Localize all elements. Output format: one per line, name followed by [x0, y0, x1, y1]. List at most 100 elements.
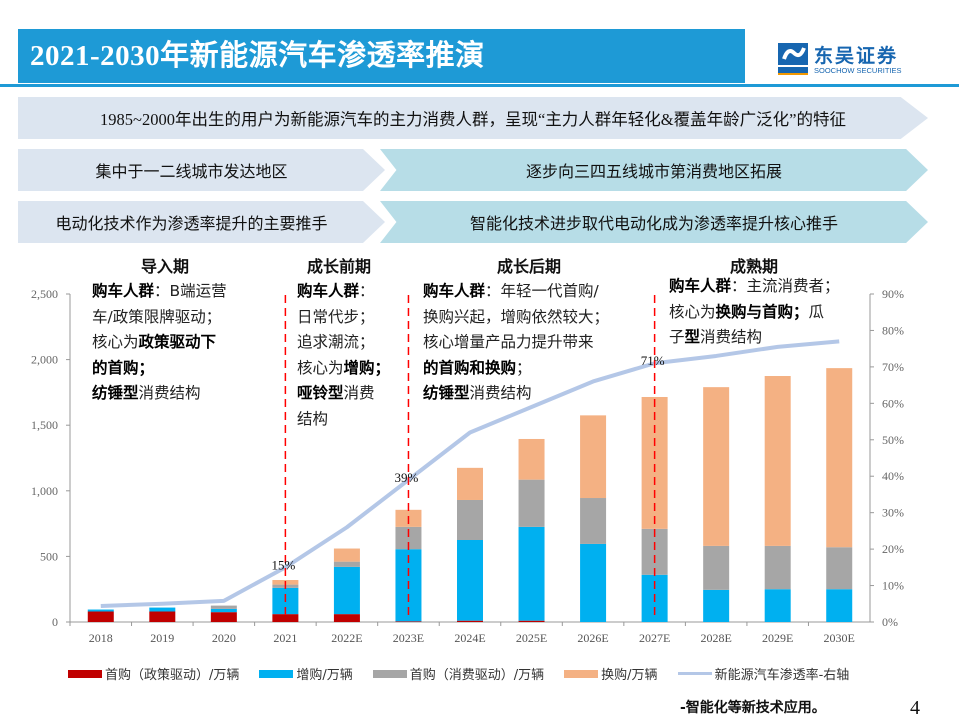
bar-segment [826, 589, 853, 622]
legend-swatch [372, 669, 407, 678]
note-line: 的首购； [92, 356, 227, 382]
note-segment: 核心为 [297, 358, 344, 377]
bar-segment [764, 589, 791, 622]
note-segment: 的首购和换购 [423, 358, 517, 377]
note-line: 车/政策限牌驱动； [92, 305, 227, 331]
page-number: 4 [910, 697, 920, 719]
bar-segment [518, 620, 545, 622]
bar-segment [764, 376, 791, 546]
banner-text: 集中于一二线城市发达地区 [95, 162, 288, 181]
phase-note-mature: 购车人群：主流消费者； 核心为换购与首购；瓜 子型消费结构 [669, 274, 840, 351]
note-segment: 消费结构 [469, 384, 532, 402]
banner-text: 逐步向三四五线城市第消费地区拓展 [525, 162, 782, 181]
legend-label: 首购（政策驱动）/万辆 [105, 668, 240, 683]
bar-segment [457, 620, 483, 622]
legend-label: 首购（消费驱动）/万辆 [409, 668, 545, 683]
note-segment: 瓜 [808, 302, 825, 321]
note-segment: 换购与首购； [715, 302, 809, 321]
bar-segment [457, 467, 483, 500]
note-line: 子型消费结构 [669, 325, 840, 351]
bar-segment [395, 526, 422, 550]
header-divider [0, 84, 959, 87]
note-segment: 的首购； [92, 358, 155, 377]
bar-segment [703, 589, 730, 622]
legend-item: 增购/万辆 [259, 664, 353, 683]
bar-segment [764, 545, 791, 590]
note-line: 日常代步； [297, 305, 390, 331]
note-segment: 追求潮流； [297, 333, 375, 351]
note-segment: ； [516, 358, 532, 377]
phase-title-intro: 导入期 [141, 257, 190, 276]
banner-text: 电动化技术作为渗透率提升的主要推手 [55, 214, 328, 233]
note-line: 纺锤型消费结构 [423, 381, 609, 407]
note-line: 购车人群：年轻一代首购/ [423, 279, 609, 305]
y2-tick-label: 90% [882, 287, 904, 301]
note-segment: 消费 [343, 384, 375, 402]
phase-title-mature: 成熟期 [730, 257, 779, 276]
phase-title-early-growth: 成长前期 [307, 257, 372, 276]
note-line: 换购兴起，增购依然较大； [423, 305, 609, 331]
y2-tick-label: 20% [882, 542, 904, 556]
banner-age-group: 1985~2000年出生的用户为新能源汽车的主力消费人群，呈现“主力人群年轻化&… [18, 97, 928, 139]
note-segment: 消费结构 [138, 384, 201, 402]
note-segment: 核心为 [669, 302, 716, 321]
legend-label: 新能源汽车渗透率-右轴 [714, 668, 850, 683]
note-segment: ：主流消费者； [731, 277, 840, 295]
note-segment: 购车人群 [297, 282, 360, 300]
note-line: 购车人群： [297, 279, 390, 305]
x-tick-label: 2025E [516, 631, 547, 645]
note-segment: 换购兴起，增购依然较大； [423, 307, 610, 326]
y2-tick-label: 50% [882, 433, 904, 447]
y2-tick-label: 30% [882, 506, 904, 520]
bar-segment [457, 540, 483, 621]
bar-segment [333, 566, 360, 615]
banner-text: 1985~2000年出生的用户为新能源汽车的主力消费人群，呈现“主力人群年轻化&… [100, 110, 846, 129]
note-segment: 车/政策限牌驱动； [92, 307, 222, 326]
x-tick-label: 2028E [700, 631, 731, 645]
note-line: 的首购和换购； [423, 356, 609, 382]
x-tick-label: 2029E [762, 631, 793, 645]
note-segment: 日常代步； [297, 307, 375, 326]
y2-tick-label: 40% [882, 469, 904, 483]
logo-en-text: SOOCHOW SECURITIES [814, 66, 902, 75]
bar-segment [210, 608, 237, 613]
banner-text: 智能化技术进步取代电动化成为渗透率提升核心推手 [469, 214, 838, 233]
y2-tick-label: 60% [882, 396, 904, 410]
banner-electrification: 电动化技术作为渗透率提升的主要推手 [18, 201, 385, 243]
bar-segment [457, 499, 483, 540]
banner-city-tier1: 集中于一二线城市发达地区 [18, 149, 385, 191]
data-label: 15% [271, 557, 295, 572]
bar-segment [333, 561, 360, 567]
page-title: 2021-2030年新能源汽车渗透率推演 [18, 29, 745, 83]
note-segment: 结构 [297, 409, 329, 428]
bar-segment [703, 545, 730, 590]
x-tick-label: 2027E [639, 631, 670, 645]
note-line: 核心为换购与首购；瓜 [669, 300, 840, 326]
y-tick-label: 2,500 [31, 287, 58, 301]
y-tick-label: 500 [40, 549, 58, 563]
bar-segment [395, 621, 422, 622]
logo-cn-text: 东吴证券 [814, 45, 899, 67]
y-tick-label: 2,000 [31, 353, 58, 367]
note-segment: 购车人群 [669, 277, 732, 295]
y2-tick-label: 0% [882, 615, 898, 629]
note-segment: 购车人群 [92, 282, 155, 300]
bar-segment [149, 607, 176, 612]
data-label: 39% [395, 470, 419, 485]
legend-item: 新能源汽车渗透率-右轴 [677, 664, 850, 683]
bar-segment [518, 479, 545, 527]
legend-swatch [68, 669, 102, 678]
note-segment: 核心增量产品力提升带来 [423, 333, 594, 351]
note-line: 核心增量产品力提升带来 [423, 330, 609, 356]
y-tick-label: 0 [52, 615, 58, 629]
legend-item: 首购（消费驱动）/万辆 [372, 664, 545, 683]
legend-item: 换购/万辆 [564, 664, 658, 683]
note-segment: ：年轻一代首购/ [485, 282, 599, 300]
x-tick-label: 2026E [577, 631, 608, 645]
note-line: 核心为增购； [297, 356, 390, 382]
note-line: 哑铃型消费 [297, 381, 390, 407]
note-segment: ：B端运营 [154, 282, 227, 300]
x-tick-label: 2019 [150, 631, 174, 645]
bar-segment [210, 612, 237, 622]
note-segment: 政策驱动下 [138, 333, 217, 351]
